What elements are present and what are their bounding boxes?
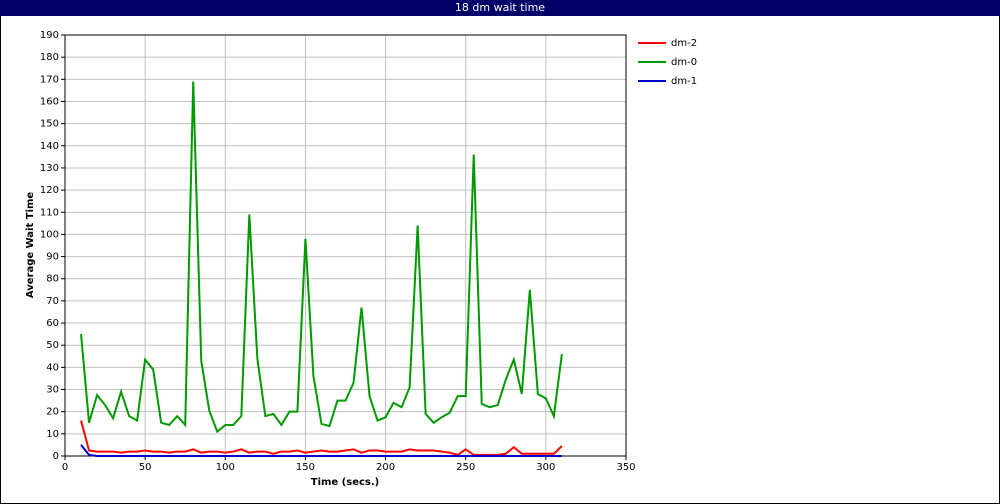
x-tick-label: 150 <box>296 462 315 473</box>
x-axis-label: Time (secs.) <box>311 477 380 488</box>
x-tick-label: 250 <box>456 462 475 473</box>
x-tick-label: 300 <box>536 462 555 473</box>
x-tick-label: 100 <box>216 462 235 473</box>
title-bar <box>0 0 1000 16</box>
y-tick-label: 160 <box>40 96 59 107</box>
y-tick-label: 120 <box>40 185 59 196</box>
x-tick-label: 0 <box>62 462 68 473</box>
y-axis-label: Average Wait Time <box>25 192 36 299</box>
y-tick-label: 20 <box>46 407 59 418</box>
y-tick-label: 90 <box>46 252 59 263</box>
y-tick-label: 170 <box>40 74 59 85</box>
y-tick-label: 0 <box>53 451 59 462</box>
x-tick-label: 200 <box>376 462 395 473</box>
y-tick-label: 10 <box>46 429 59 440</box>
y-tick-label: 140 <box>40 141 59 152</box>
y-tick-label: 70 <box>46 296 59 307</box>
y-tick-label: 40 <box>46 362 59 373</box>
series-line <box>80 81 563 434</box>
series-line <box>80 420 563 456</box>
y-tick-label: 150 <box>40 119 59 130</box>
y-tick-label: 180 <box>40 52 59 63</box>
x-tick-label: 350 <box>616 462 635 473</box>
y-tick-label: 190 <box>40 30 59 41</box>
legend-label: dm-2 <box>671 38 697 49</box>
y-tick-label: 60 <box>46 318 59 329</box>
plot-area <box>65 35 626 456</box>
y-tick-label: 100 <box>40 229 59 240</box>
x-tick-label: 50 <box>139 462 152 473</box>
series-line <box>80 444 562 457</box>
legend-label: dm-1 <box>671 76 697 87</box>
y-tick-label: 130 <box>40 163 59 174</box>
y-tick-label: 110 <box>40 207 59 218</box>
y-tick-label: 50 <box>46 340 59 351</box>
legend-label: dm-0 <box>671 57 697 68</box>
y-tick-label: 80 <box>46 274 59 285</box>
chart-title: 18 dm wait time <box>455 1 545 14</box>
y-tick-label: 30 <box>46 385 59 396</box>
